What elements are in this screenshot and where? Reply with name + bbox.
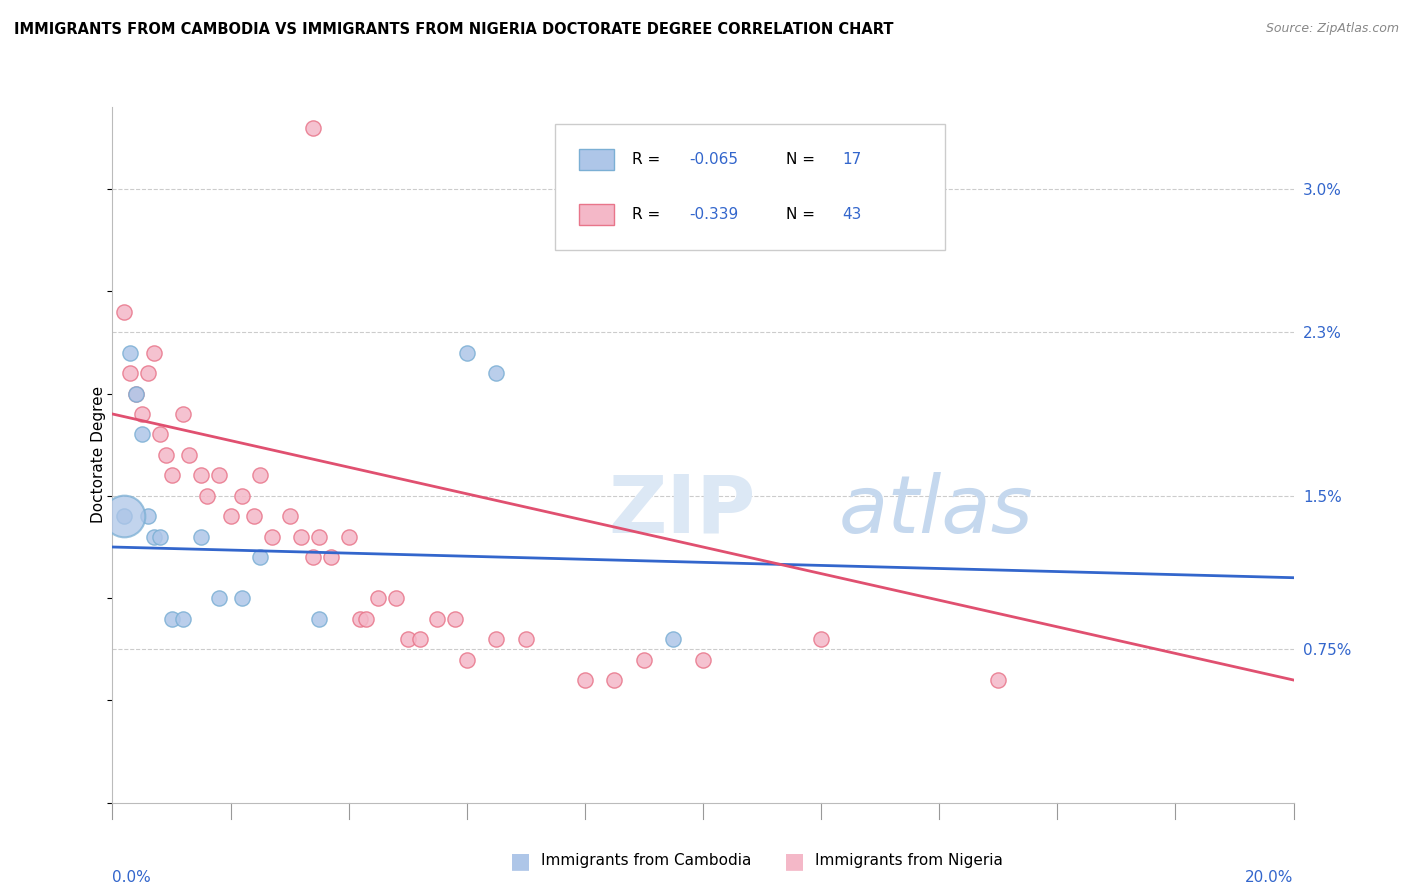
Text: 43: 43 [842, 207, 862, 222]
Point [142, 530, 165, 544]
Point [485, 366, 508, 380]
Point [208, 468, 231, 483]
Text: ZIP: ZIP [609, 472, 756, 549]
Point [136, 509, 159, 524]
Point [426, 612, 449, 626]
Text: 0.0%: 0.0% [112, 871, 152, 886]
Point [112, 509, 135, 524]
FancyBboxPatch shape [555, 124, 945, 250]
Point [396, 632, 419, 646]
Point [131, 407, 153, 421]
Point [290, 530, 312, 544]
Point [302, 120, 325, 135]
Point [319, 550, 342, 565]
Point [367, 591, 389, 606]
Text: Source: ZipAtlas.com: Source: ZipAtlas.com [1265, 22, 1399, 36]
Point [515, 632, 537, 646]
Point [408, 632, 430, 646]
Point [249, 468, 271, 483]
Point [112, 509, 135, 524]
Text: Doctorate Degree: Doctorate Degree [91, 386, 105, 524]
Point [385, 591, 408, 606]
Point [603, 673, 626, 687]
Text: 20.0%: 20.0% [1246, 871, 1294, 886]
Point [131, 427, 153, 442]
Text: -0.339: -0.339 [689, 207, 738, 222]
Point [190, 530, 212, 544]
Point [231, 591, 253, 606]
Point [231, 489, 253, 503]
Text: ■: ■ [510, 851, 530, 871]
Point [356, 612, 378, 626]
Point [349, 612, 371, 626]
Point [149, 530, 172, 544]
Text: Immigrants from Cambodia: Immigrants from Cambodia [541, 854, 752, 868]
Text: -0.065: -0.065 [689, 152, 738, 167]
Point [574, 673, 596, 687]
Point [172, 407, 194, 421]
Point [195, 489, 218, 503]
Text: 17: 17 [842, 152, 862, 167]
Point [125, 386, 148, 401]
Text: R =: R = [633, 152, 665, 167]
Text: N =: N = [786, 207, 820, 222]
Point [987, 673, 1010, 687]
Point [692, 652, 714, 666]
Point [633, 652, 655, 666]
Point [155, 448, 177, 462]
Point [208, 591, 231, 606]
Point [456, 345, 478, 359]
Point [249, 550, 271, 565]
Point [444, 612, 467, 626]
Point [260, 530, 283, 544]
Point [337, 530, 360, 544]
Point [662, 632, 685, 646]
Text: N =: N = [786, 152, 820, 167]
Point [149, 427, 172, 442]
Text: atlas: atlas [839, 472, 1033, 549]
Point [160, 468, 183, 483]
Point [120, 345, 142, 359]
FancyBboxPatch shape [579, 149, 614, 169]
Text: ■: ■ [785, 851, 804, 871]
Point [125, 386, 148, 401]
Point [302, 550, 325, 565]
Point [810, 632, 832, 646]
Point [308, 530, 330, 544]
Text: R =: R = [633, 207, 665, 222]
Point [308, 612, 330, 626]
FancyBboxPatch shape [579, 204, 614, 226]
Point [456, 652, 478, 666]
Point [179, 448, 201, 462]
Point [278, 509, 301, 524]
Point [136, 366, 159, 380]
Text: Immigrants from Nigeria: Immigrants from Nigeria [815, 854, 1004, 868]
Point [190, 468, 212, 483]
Point [485, 632, 508, 646]
Text: IMMIGRANTS FROM CAMBODIA VS IMMIGRANTS FROM NIGERIA DOCTORATE DEGREE CORRELATION: IMMIGRANTS FROM CAMBODIA VS IMMIGRANTS F… [14, 22, 894, 37]
Point [142, 345, 165, 359]
Point [120, 366, 142, 380]
Point [243, 509, 266, 524]
Point [219, 509, 242, 524]
Point [172, 612, 194, 626]
Point [160, 612, 183, 626]
Point [112, 304, 135, 318]
